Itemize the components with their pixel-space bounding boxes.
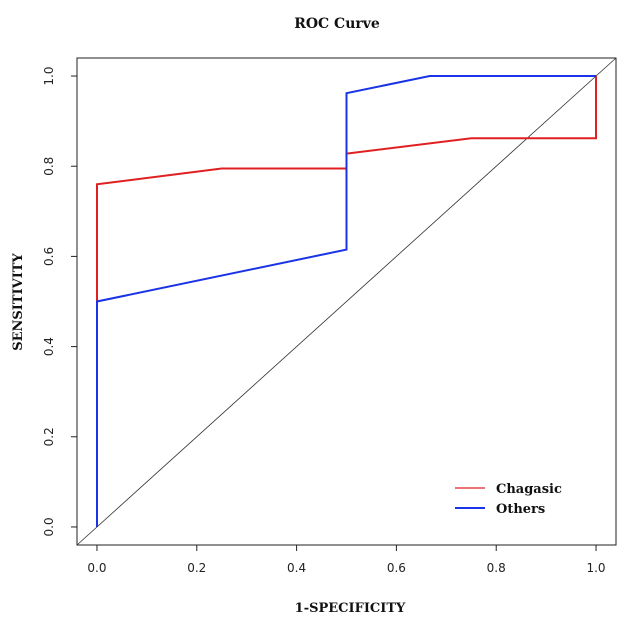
legend-label-chagasic: Chagasic: [496, 482, 562, 497]
x-axis: 0.0 0.2 0.4 0.6 0.8 1.0: [87, 545, 606, 575]
plot-frame: [76, 57, 617, 546]
x-tick-label: 0.6: [387, 561, 406, 575]
chart-title: ROC Curve: [294, 16, 380, 32]
x-tick-label: 1.0: [586, 561, 605, 575]
y-tick-label: 1.0: [42, 66, 56, 85]
y-axis-title: SENSITIVITY: [11, 253, 26, 351]
legend-label-others: Others: [496, 502, 545, 517]
series-layer: [96, 75, 597, 527]
y-tick-label: 0.0: [42, 517, 56, 536]
y-tick-label: 0.2: [42, 427, 56, 446]
y-tick-label: 0.6: [42, 247, 56, 266]
x-tick-label: 0.4: [287, 561, 306, 575]
legend: Chagasic Others: [455, 482, 562, 517]
x-tick-label: 0.0: [87, 561, 106, 575]
x-tick-label: 0.8: [487, 561, 506, 575]
x-tick-label: 0.2: [187, 561, 206, 575]
y-tick-label: 0.4: [42, 337, 56, 356]
y-tick-label: 0.8: [42, 157, 56, 176]
x-axis-title: 1-SPECIFICITY: [295, 601, 406, 616]
series-line-others: [96, 75, 596, 527]
y-axis: 0.0 0.2 0.4 0.6 0.8 1.0: [42, 66, 77, 537]
